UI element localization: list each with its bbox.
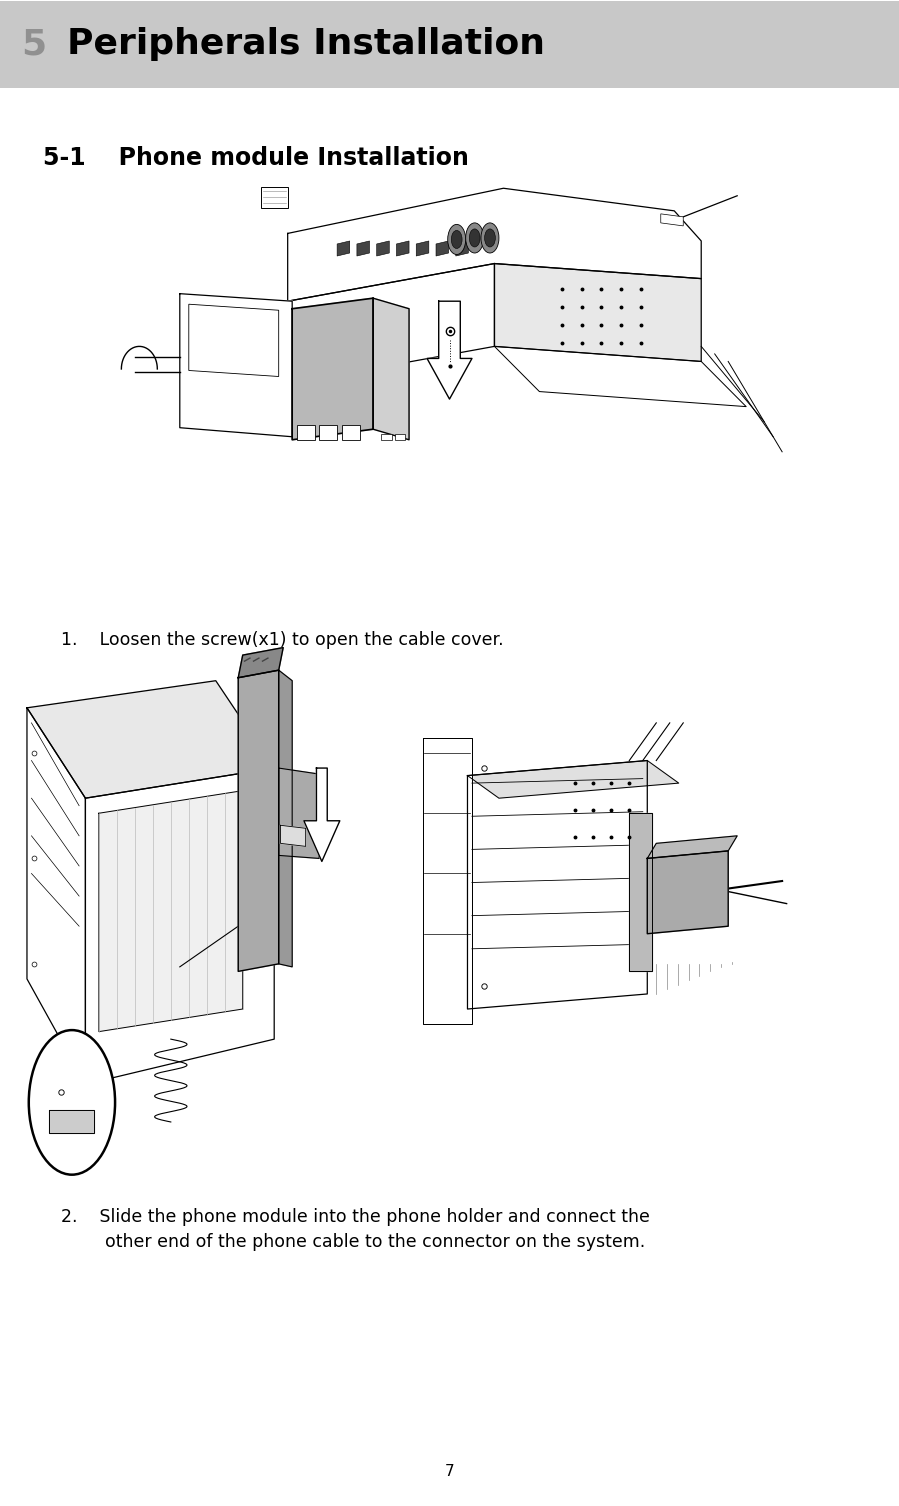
Polygon shape [85, 768, 274, 1084]
Circle shape [451, 230, 462, 248]
Polygon shape [467, 761, 647, 1009]
Polygon shape [238, 670, 279, 971]
Polygon shape [661, 214, 683, 226]
Polygon shape [288, 264, 494, 384]
Polygon shape [27, 681, 274, 798]
Polygon shape [396, 241, 409, 256]
Polygon shape [292, 298, 373, 440]
Polygon shape [357, 241, 369, 256]
Polygon shape [279, 768, 319, 858]
Polygon shape [189, 304, 279, 376]
Polygon shape [373, 298, 409, 440]
Polygon shape [180, 294, 292, 437]
Bar [0, 0, 899, 87]
Polygon shape [467, 761, 679, 798]
Polygon shape [494, 346, 746, 407]
Text: Peripherals Installation: Peripherals Installation [67, 27, 546, 62]
Circle shape [466, 223, 484, 253]
Polygon shape [99, 791, 243, 1032]
Polygon shape [629, 813, 652, 971]
Circle shape [485, 229, 495, 247]
Polygon shape [319, 425, 337, 440]
Polygon shape [337, 241, 350, 256]
Polygon shape [261, 187, 288, 208]
Polygon shape [377, 241, 389, 256]
Circle shape [481, 223, 499, 253]
Text: 2.    Slide the phone module into the phone holder and connect the: 2. Slide the phone module into the phone… [61, 1208, 650, 1226]
Polygon shape [304, 768, 340, 861]
Text: 5-1    Phone module Installation: 5-1 Phone module Installation [43, 146, 469, 170]
Circle shape [29, 1030, 115, 1175]
Polygon shape [456, 241, 468, 256]
Polygon shape [381, 434, 392, 440]
Polygon shape [494, 264, 701, 361]
Polygon shape [297, 425, 315, 440]
Text: other end of the phone cable to the connector on the system.: other end of the phone cable to the conn… [61, 1233, 645, 1251]
Polygon shape [238, 648, 283, 678]
Circle shape [448, 224, 466, 255]
Polygon shape [436, 241, 449, 256]
Circle shape [469, 229, 480, 247]
Polygon shape [49, 1110, 94, 1133]
Text: 5: 5 [22, 27, 47, 62]
Polygon shape [647, 836, 737, 858]
Polygon shape [280, 825, 306, 846]
Polygon shape [54, 1047, 108, 1087]
Polygon shape [416, 241, 429, 256]
Polygon shape [342, 425, 360, 440]
Text: 1.    Loosen the screw(x1) to open the cable cover.: 1. Loosen the screw(x1) to open the cabl… [61, 631, 503, 649]
Text: 7: 7 [445, 1464, 454, 1479]
Polygon shape [647, 851, 728, 934]
Polygon shape [279, 670, 292, 967]
Polygon shape [288, 188, 701, 301]
Polygon shape [423, 738, 472, 1024]
Polygon shape [395, 434, 405, 440]
Polygon shape [27, 708, 85, 1084]
Polygon shape [427, 301, 472, 399]
